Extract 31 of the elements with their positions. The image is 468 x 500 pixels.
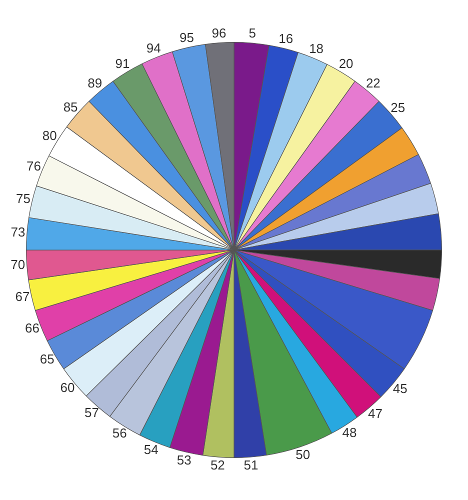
slice-label: 60: [60, 380, 75, 396]
slice-label: 85: [63, 99, 78, 114]
slice-label: 91: [115, 56, 130, 71]
slice-label: 53: [176, 452, 192, 468]
slice-label: 51: [244, 458, 258, 473]
slice-label: 65: [40, 351, 54, 366]
slice-label: 66: [25, 320, 40, 336]
slice-label: 54: [144, 442, 158, 457]
slice-label: 73: [10, 224, 26, 240]
slice-label: 80: [42, 128, 57, 143]
slice-label: 45: [392, 380, 408, 396]
slice-label: 16: [278, 31, 294, 46]
slice-label: 96: [212, 25, 226, 40]
slice-label: 57: [84, 405, 99, 420]
slice-label: 89: [88, 75, 102, 90]
slice-label: 50: [296, 447, 310, 462]
slice-label: 94: [146, 40, 161, 56]
slice-label: 5: [248, 26, 256, 41]
slice-label: 95: [179, 30, 194, 46]
slice-label: 20: [338, 56, 354, 72]
slice-label: 48: [342, 424, 357, 440]
slice-label: 67: [15, 288, 30, 304]
slice-label: 70: [10, 257, 26, 272]
slice-label: 47: [368, 406, 382, 421]
slice-label: 75: [16, 190, 31, 206]
slice-label: 56: [112, 426, 127, 441]
slice-label: 52: [210, 458, 225, 473]
slice-label: 18: [309, 41, 324, 56]
slice-label: 25: [390, 100, 406, 115]
slice-label: 76: [26, 158, 42, 174]
slice-label: 22: [366, 75, 380, 90]
